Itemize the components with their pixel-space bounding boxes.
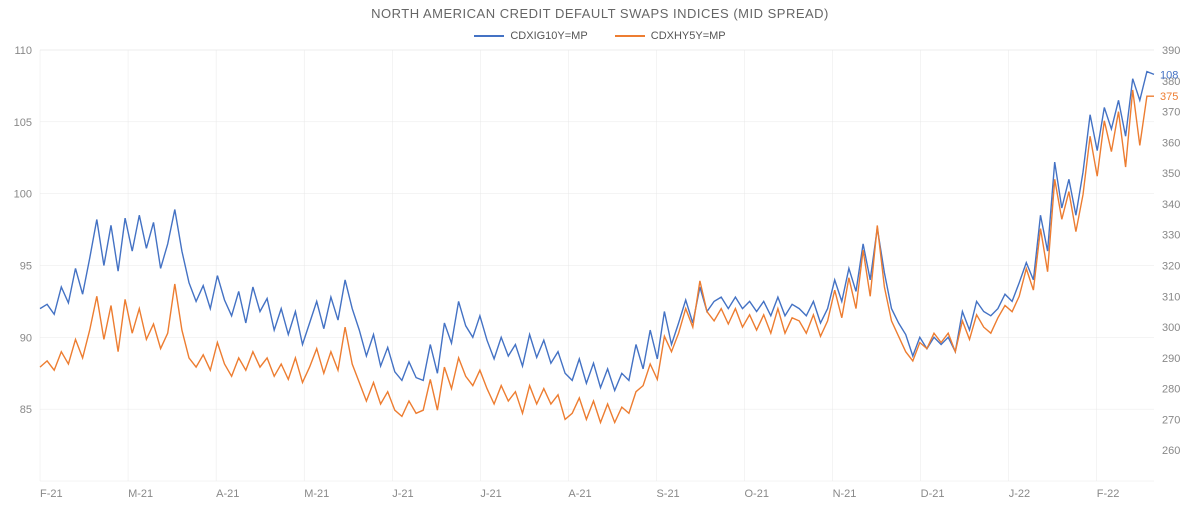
svg-text:90: 90 [20, 332, 32, 344]
svg-text:100: 100 [14, 189, 32, 201]
svg-text:J-21: J-21 [480, 488, 501, 500]
svg-text:95: 95 [20, 261, 32, 273]
svg-text:D-21: D-21 [921, 488, 945, 500]
legend-label-hy: CDXHY5Y=MP [651, 30, 726, 42]
legend-item-ig: CDXIG10Y=MP [474, 30, 587, 42]
svg-text:260: 260 [1162, 445, 1180, 457]
legend: CDXIG10Y=MP CDXHY5Y=MP [0, 28, 1200, 42]
svg-text:O-21: O-21 [745, 488, 769, 500]
legend-item-hy: CDXHY5Y=MP [615, 30, 726, 42]
legend-label-ig: CDXIG10Y=MP [510, 30, 587, 42]
chart-title: NORTH AMERICAN CREDIT DEFAULT SWAPS INDI… [0, 6, 1200, 21]
svg-text:370: 370 [1162, 107, 1180, 119]
legend-swatch-hy [615, 35, 645, 37]
svg-text:110: 110 [14, 45, 32, 57]
svg-text:M-21: M-21 [128, 488, 153, 500]
svg-text:310: 310 [1162, 291, 1180, 303]
svg-text:290: 290 [1162, 353, 1180, 365]
svg-text:A-21: A-21 [568, 488, 591, 500]
svg-text:85: 85 [20, 404, 32, 416]
svg-text:350: 350 [1162, 168, 1180, 180]
plot-area: F-21 M-21 A-21 M-21 J-21 J-21 A-21 S-21 O-21 N-21… [0, 0, 1200, 509]
legend-swatch-ig [474, 35, 504, 37]
svg-text:340: 340 [1162, 199, 1180, 211]
svg-text:320: 320 [1162, 261, 1180, 273]
svg-text:390: 390 [1162, 45, 1180, 57]
svg-text:270: 270 [1162, 414, 1180, 426]
svg-text:330: 330 [1162, 230, 1180, 242]
svg-text:300: 300 [1162, 322, 1180, 334]
svg-text:M-21: M-21 [304, 488, 329, 500]
svg-text:J-22: J-22 [1009, 488, 1030, 500]
svg-text:J-21: J-21 [392, 488, 413, 500]
svg-text:105: 105 [14, 117, 32, 129]
svg-text:N-21: N-21 [833, 488, 857, 500]
svg-text:375: 375 [1160, 91, 1178, 103]
svg-text:108: 108 [1160, 69, 1178, 81]
svg-text:S-21: S-21 [656, 488, 679, 500]
svg-text:A-21: A-21 [216, 488, 239, 500]
cds-chart: NORTH AMERICAN CREDIT DEFAULT SWAPS INDI… [0, 0, 1200, 509]
svg-text:F-22: F-22 [1097, 488, 1120, 500]
svg-text:F-21: F-21 [40, 488, 63, 500]
svg-text:280: 280 [1162, 384, 1180, 396]
svg-text:360: 360 [1162, 137, 1180, 149]
